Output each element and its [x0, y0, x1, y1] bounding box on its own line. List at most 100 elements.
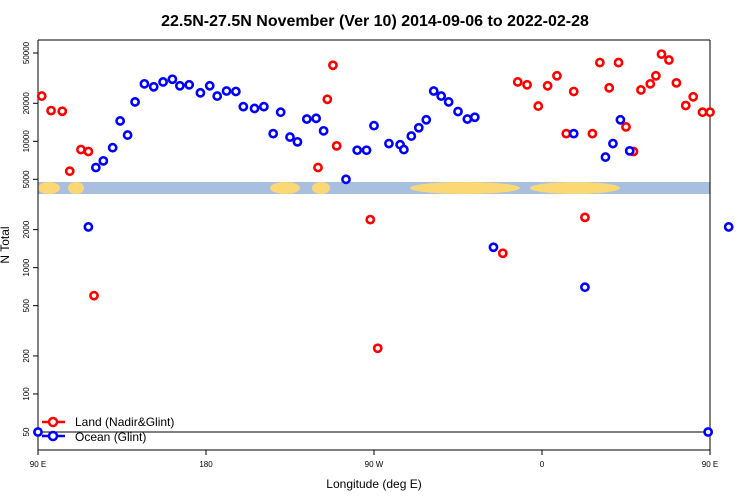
land-point	[522, 79, 532, 90]
land-point	[680, 100, 691, 111]
land-point	[552, 70, 562, 81]
land-point	[328, 60, 338, 71]
ocean-point	[158, 77, 168, 87]
land-point	[580, 212, 590, 223]
land-point	[636, 85, 646, 95]
x-tick-label: 180	[199, 460, 213, 469]
land-point	[671, 77, 682, 88]
ocean-point	[413, 122, 424, 133]
land-point	[36, 91, 47, 101]
ocean-point	[443, 97, 454, 107]
land-point	[561, 128, 572, 139]
land-point	[313, 162, 323, 173]
world-map-strip	[38, 182, 710, 194]
ocean-point	[301, 114, 312, 124]
ocean-point	[285, 132, 295, 142]
ocean-point	[406, 131, 417, 141]
ocean-point	[436, 91, 447, 101]
x-axis-title: Longitude (deg E)	[326, 477, 421, 491]
ocean-point	[130, 97, 140, 107]
ocean-point	[318, 125, 329, 136]
map-land-blob	[270, 182, 300, 194]
legend-ocean-marker	[47, 430, 59, 442]
ocean-point	[249, 103, 260, 114]
land-point	[664, 55, 674, 65]
ocean-point	[275, 107, 286, 118]
ocean-point	[258, 101, 269, 112]
land-point	[656, 49, 667, 60]
ocean-point	[615, 114, 626, 125]
legend-item-ocean: Ocean (Glint)	[42, 430, 146, 444]
ocean-point	[122, 130, 133, 140]
land-point	[76, 144, 86, 155]
land-point	[83, 146, 94, 157]
x-tick-label: 90 E	[30, 460, 46, 469]
map-land-blob	[410, 182, 520, 194]
ocean-point	[292, 136, 303, 147]
ocean-point	[212, 91, 223, 101]
land-point	[604, 82, 615, 93]
y-tick-label: 500	[22, 298, 31, 312]
ocean-point	[453, 106, 463, 117]
land-point	[587, 128, 598, 139]
ocean-point	[230, 86, 241, 97]
map-land-blob	[530, 182, 620, 194]
legend: Land (Nadir&Glint) Ocean (Glint)	[42, 415, 174, 444]
ocean-point	[311, 113, 322, 124]
ocean-point	[221, 86, 232, 96]
legend-ocean-label: Ocean (Glint)	[75, 430, 146, 444]
x-tick-label: 0	[540, 460, 545, 469]
land-point	[89, 290, 99, 301]
ocean-point	[703, 427, 714, 437]
ocean-point	[462, 114, 473, 124]
land-point	[497, 248, 508, 259]
ocean-point	[369, 120, 379, 131]
land-point	[64, 166, 75, 177]
ocean-point	[488, 242, 499, 253]
ocean-point	[428, 86, 439, 96]
ocean-point	[580, 282, 590, 293]
land-point	[568, 86, 579, 97]
ocean-point	[608, 138, 618, 149]
map-land-blob	[38, 182, 60, 194]
x-tick-label: 90 W	[365, 460, 384, 469]
y-tick-label: 2000	[22, 220, 31, 238]
ocean-point	[98, 155, 109, 166]
y-axis: 50 100 200 500 1000 2000 5000 10000 20000 50000	[22, 41, 38, 436]
ocean-point	[624, 145, 635, 156]
y-tick-label: 5000	[22, 170, 31, 188]
chart-title: 22.5N-27.5N November (Ver 10) 2014-09-06…	[161, 13, 589, 30]
land-point	[621, 122, 631, 132]
ocean-point	[115, 116, 126, 126]
land-point	[705, 107, 715, 118]
y-tick-label: 1000	[22, 258, 31, 276]
map-land-blob	[312, 182, 330, 194]
land-point	[46, 105, 56, 116]
ocean-point	[469, 112, 480, 123]
ocean-point	[421, 114, 432, 125]
data-points	[33, 49, 734, 437]
legend-land-label: Land (Nadir&Glint)	[75, 415, 174, 429]
ocean-point	[361, 145, 372, 156]
y-tick-label: 10000	[22, 130, 31, 153]
ocean-point	[341, 174, 351, 185]
x-tick-label: 90 E	[702, 460, 718, 469]
ocean-point	[184, 79, 195, 90]
land-point	[613, 57, 624, 68]
y-tick-label: 50	[22, 427, 31, 436]
legend-land-marker	[47, 416, 59, 428]
land-point	[645, 78, 656, 89]
map-land	[38, 182, 620, 194]
land-point	[372, 343, 383, 354]
land-point	[322, 94, 333, 105]
land-point	[57, 106, 68, 117]
land-point	[688, 91, 699, 102]
y-tick-label: 200	[22, 349, 31, 363]
ocean-point	[107, 142, 118, 153]
ocean-point	[148, 81, 159, 92]
ocean-point	[174, 80, 185, 91]
ocean-point	[268, 128, 279, 139]
ocean-point	[600, 152, 611, 162]
ocean-point	[167, 74, 178, 85]
ocean-point	[723, 222, 734, 232]
